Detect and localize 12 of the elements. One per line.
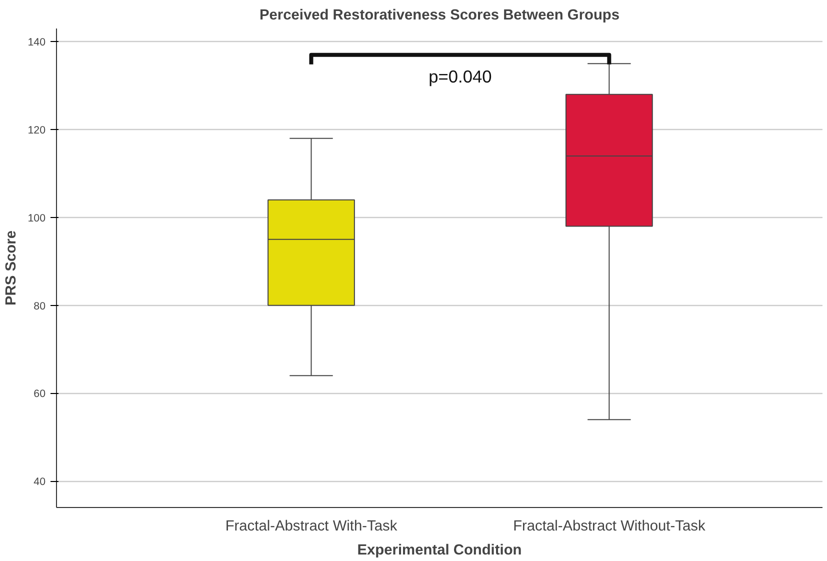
y-tick-label: 100 [28, 212, 46, 224]
y-tick-label: 40 [34, 476, 46, 488]
x-tick-label: Fractal-Abstract Without-Task [513, 518, 706, 534]
chart-title: Perceived Restorativeness Scores Between Groups [259, 8, 620, 24]
annotation: p=0.040 [428, 66, 492, 86]
y-tick-label: 80 [34, 300, 46, 312]
y-tick-label: 140 [28, 36, 46, 49]
x-axis-title: Experimental Condition [357, 542, 522, 558]
y-tick-label: 60 [34, 388, 46, 400]
y-tick-label: 120 [28, 124, 46, 137]
x-tick-label: Fractal-Abstract With-Task [225, 518, 398, 534]
y-axis-title: PRS Score [4, 230, 20, 306]
